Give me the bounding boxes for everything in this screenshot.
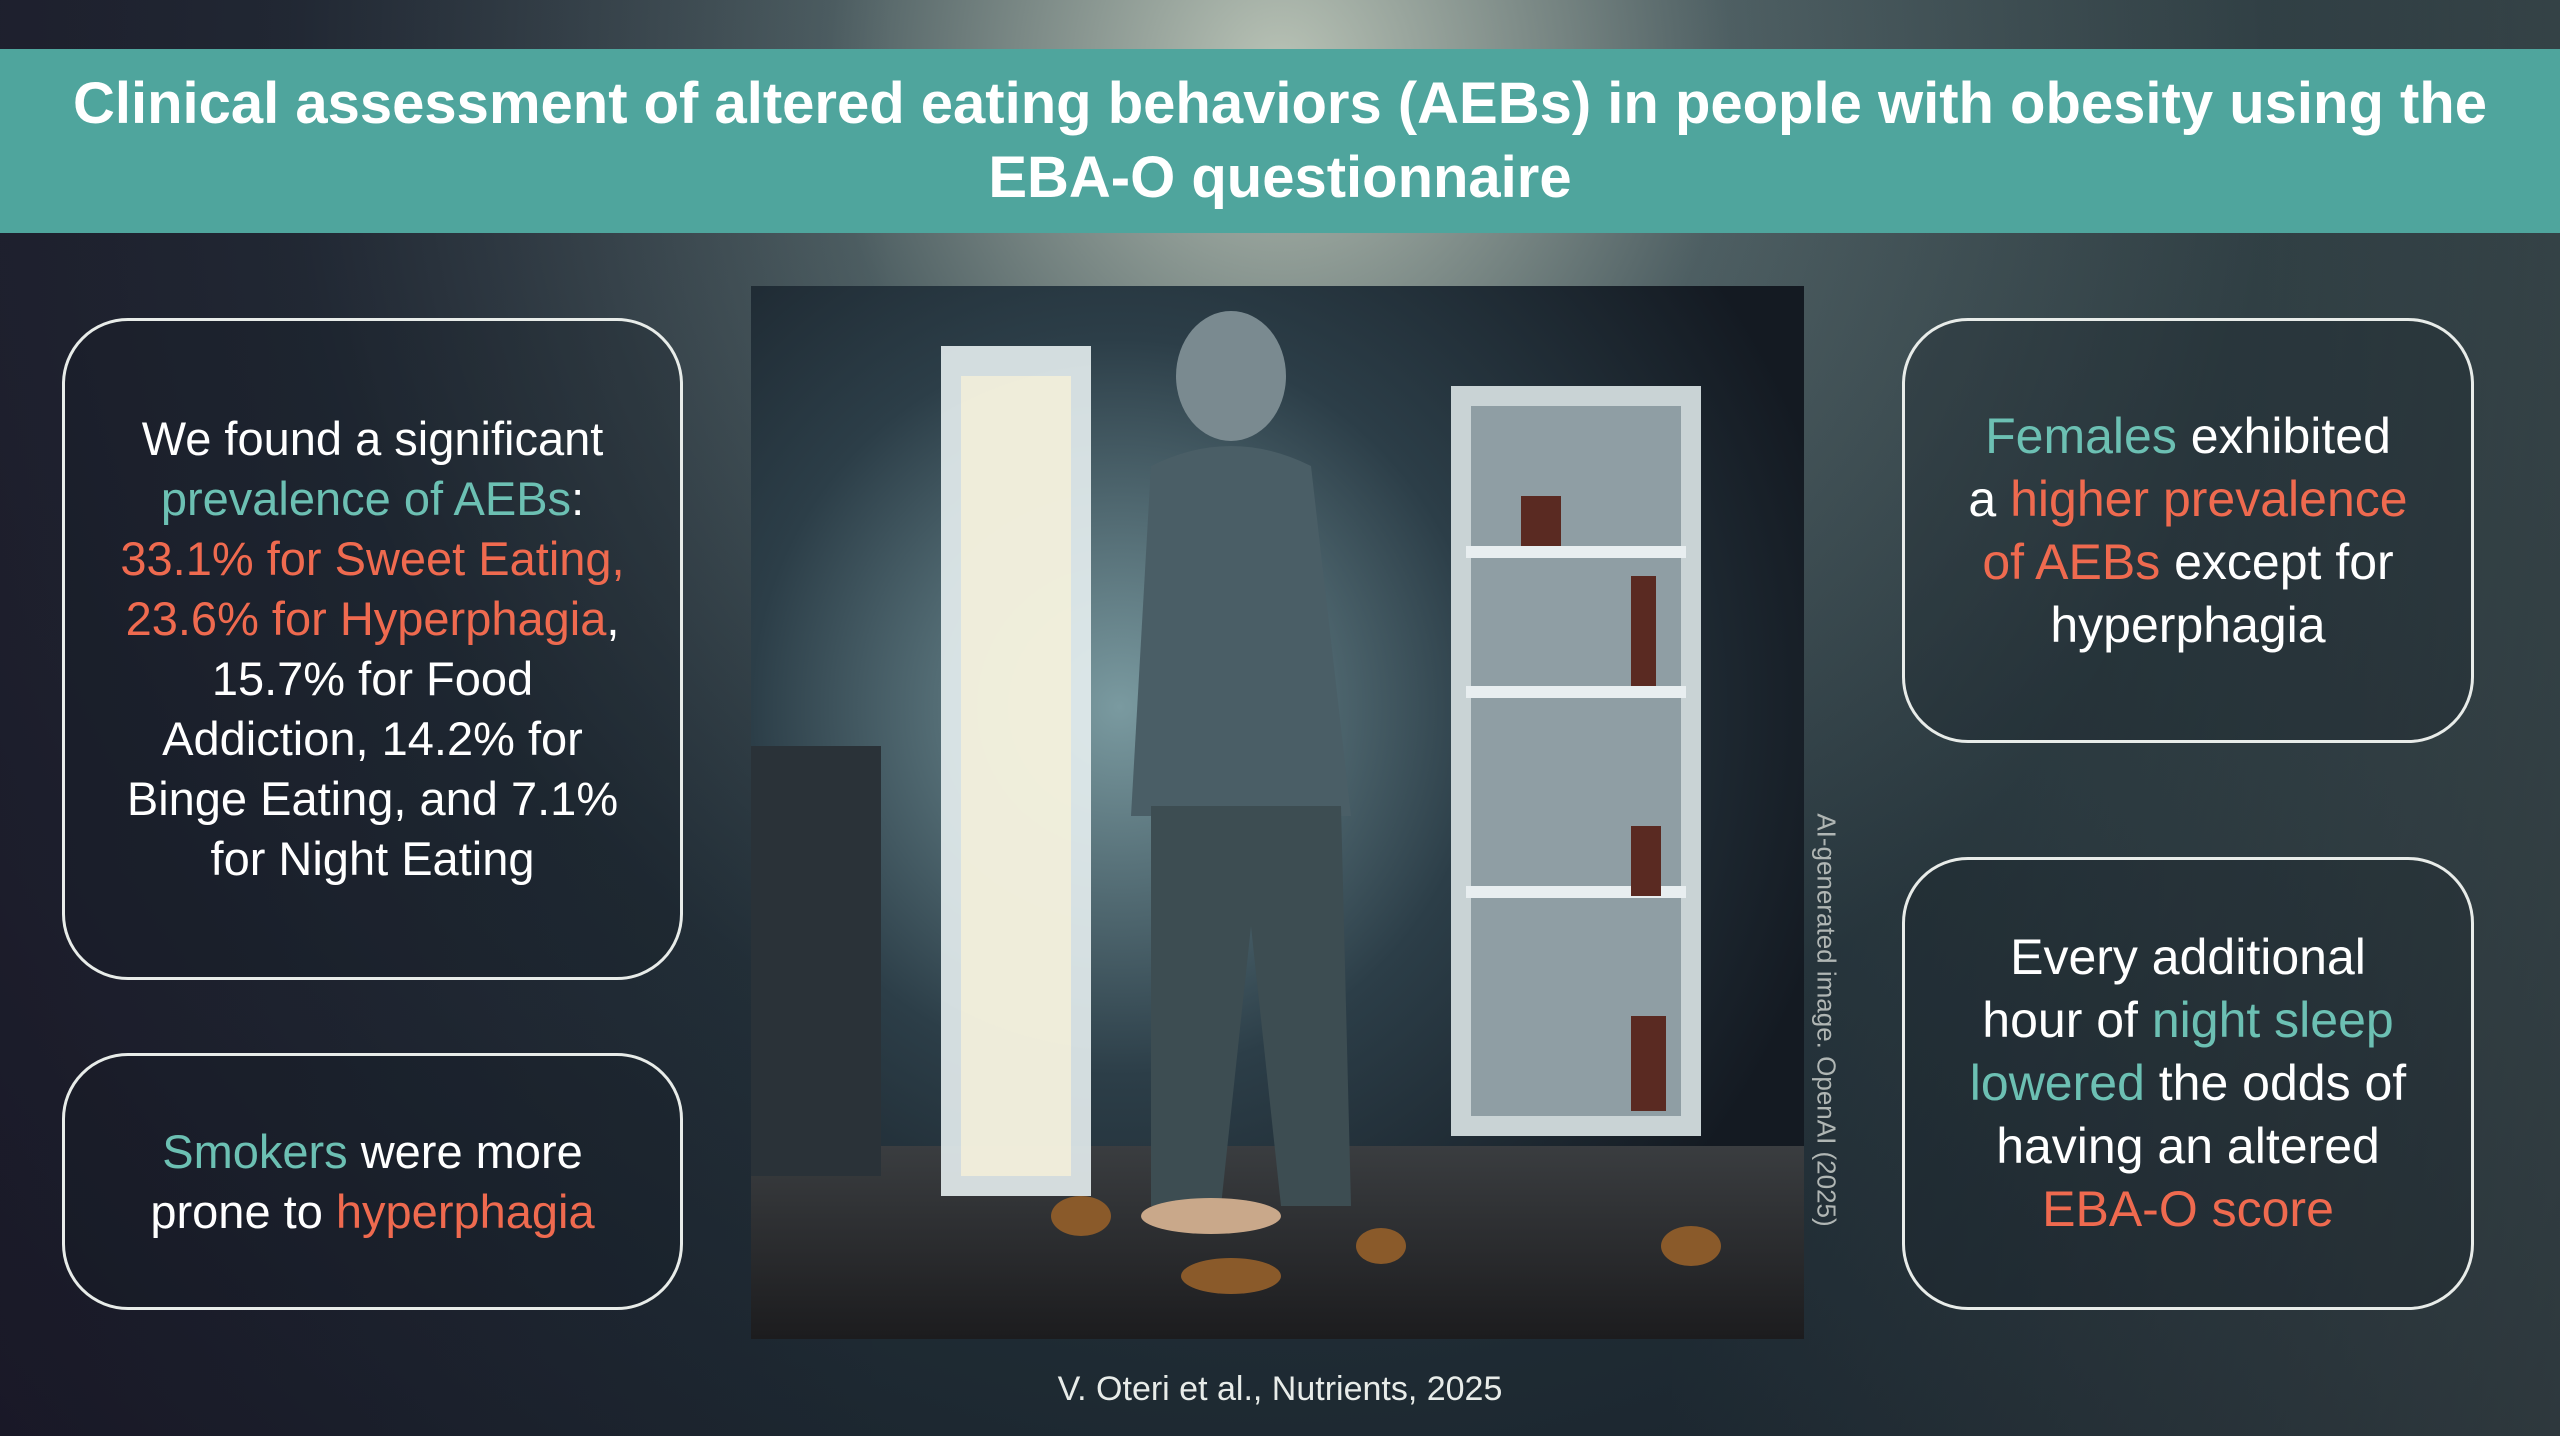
text-run: : <box>571 472 585 525</box>
text-run: exhibited a <box>1968 407 2391 527</box>
finding-panel: Females exhibited a higher prevalence of… <box>1902 318 2474 743</box>
panel-text: Females exhibited a higher prevalence of… <box>1965 405 2411 657</box>
text-run: prevalence of AEBs <box>160 472 572 525</box>
text-run: Every additional hour of <box>1982 929 2366 1048</box>
text-run: EBA-O score <box>2042 1181 2334 1237</box>
panel-text: We found a significant prevalence of AEB… <box>105 409 640 889</box>
text-run: , 15.7% for Food Addiction, 14.2% for Bi… <box>126 592 620 885</box>
title: Clinical assessment of altered eating be… <box>73 71 2487 210</box>
text-run: higher prevalence of AEBs <box>1982 470 2408 590</box>
finding-panel: We found a significant prevalence of AEB… <box>62 318 683 980</box>
image-credit: AI-generated image. OpenAI (2025) <box>1811 813 1842 1227</box>
text-run: were more prone to <box>150 1124 583 1238</box>
text-run: night sleep lowered <box>1969 992 2394 1111</box>
citation: V. Oteri et al., Nutrients, 2025 <box>1057 1370 1503 1408</box>
text-run: 33.1% for Sweet Eating, 23.6% for Hyperp… <box>120 532 625 645</box>
panel-text: Every additional hour of night sleep low… <box>1955 926 2421 1241</box>
finding-panel: Smokers were more prone to hyperphagia <box>62 1053 683 1310</box>
text-run: except for hyperphagia <box>2050 533 2394 653</box>
panel-text: Smokers were more prone to hyperphagia <box>105 1122 640 1242</box>
text-run: Smokers <box>162 1124 348 1178</box>
finding-panel: Every additional hour of night sleep low… <box>1902 857 2474 1310</box>
text-run: We found a significant <box>141 412 604 465</box>
illustration <box>751 286 1804 1339</box>
title-bar: Clinical assessment of altered eating be… <box>0 49 2560 233</box>
text-run: the odds of having an altered <box>1996 1055 2407 1174</box>
text-run: Females <box>1985 407 2177 464</box>
text-run: hyperphagia <box>335 1184 595 1238</box>
